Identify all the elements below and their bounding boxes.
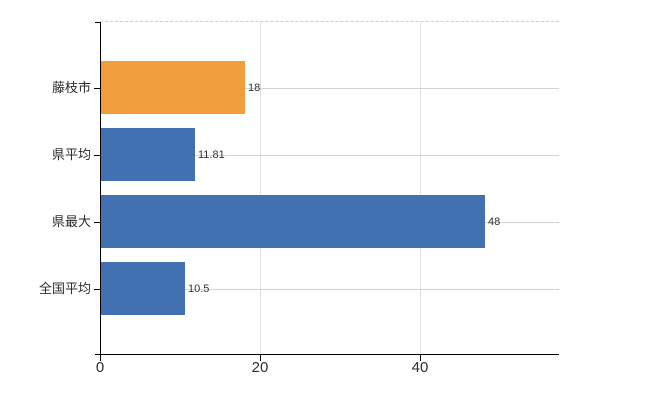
bar-4 xyxy=(101,262,185,315)
x-tick-label: 0 xyxy=(95,359,105,376)
value-label: 18 xyxy=(248,82,261,94)
plot-top-border xyxy=(100,21,559,22)
x-tick-mark xyxy=(260,355,261,361)
category-label: 全国平均 xyxy=(38,281,91,296)
x-tick-label: 20 xyxy=(251,359,269,376)
category-label: 藤枝市 xyxy=(51,80,91,95)
y-tick-mark xyxy=(94,155,100,156)
value-label: 11.81 xyxy=(198,149,225,161)
h-gridline xyxy=(100,155,559,156)
x-tick-label: 40 xyxy=(411,359,429,376)
y-tick-mark xyxy=(94,88,100,89)
x-tick-mark xyxy=(420,355,421,361)
y-tick-mark xyxy=(94,222,100,223)
x-tick-mark xyxy=(100,355,101,361)
bar-2 xyxy=(101,128,195,181)
v-gridline xyxy=(260,22,261,354)
bar-1 xyxy=(101,61,245,114)
y-tick-mark xyxy=(94,289,100,290)
h-gridline xyxy=(100,289,559,290)
bar-3 xyxy=(101,195,485,248)
y-axis-top-tick xyxy=(95,22,100,23)
y-axis-line xyxy=(100,22,101,354)
value-label: 48 xyxy=(488,216,501,228)
x-axis-line xyxy=(95,354,559,355)
category-label: 県平均 xyxy=(51,147,91,162)
h-gridline xyxy=(100,88,559,89)
v-gridline xyxy=(420,22,421,354)
category-label: 県最大 xyxy=(51,214,91,229)
value-label: 10.5 xyxy=(188,283,210,295)
